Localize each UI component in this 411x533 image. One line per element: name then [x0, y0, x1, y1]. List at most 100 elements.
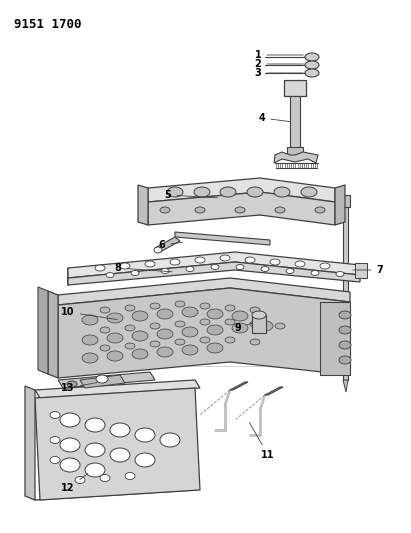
Ellipse shape: [175, 339, 185, 345]
Ellipse shape: [232, 323, 248, 333]
Ellipse shape: [250, 339, 260, 345]
Polygon shape: [155, 237, 180, 252]
Ellipse shape: [339, 311, 351, 319]
Ellipse shape: [339, 326, 351, 334]
Ellipse shape: [182, 345, 198, 355]
Ellipse shape: [85, 463, 105, 477]
Ellipse shape: [82, 315, 98, 325]
Ellipse shape: [257, 321, 273, 331]
Ellipse shape: [250, 321, 260, 327]
Ellipse shape: [50, 411, 60, 418]
Ellipse shape: [75, 477, 85, 483]
Ellipse shape: [161, 269, 169, 273]
Ellipse shape: [225, 319, 235, 325]
Ellipse shape: [154, 247, 162, 253]
Ellipse shape: [132, 311, 148, 321]
Ellipse shape: [125, 305, 135, 311]
Ellipse shape: [170, 259, 180, 265]
Ellipse shape: [275, 207, 285, 213]
Bar: [290, 96, 300, 148]
Ellipse shape: [120, 263, 130, 269]
Ellipse shape: [336, 271, 344, 277]
Polygon shape: [48, 291, 58, 378]
Text: 8: 8: [115, 263, 172, 273]
Ellipse shape: [96, 375, 108, 383]
Ellipse shape: [100, 307, 110, 313]
Polygon shape: [80, 375, 125, 388]
Ellipse shape: [50, 437, 60, 443]
Bar: [284, 80, 306, 96]
Ellipse shape: [339, 341, 351, 349]
Ellipse shape: [186, 266, 194, 271]
Ellipse shape: [67, 381, 77, 387]
Ellipse shape: [207, 343, 223, 353]
Text: 3: 3: [255, 68, 303, 78]
Ellipse shape: [235, 207, 245, 213]
Ellipse shape: [195, 207, 205, 213]
Ellipse shape: [150, 341, 160, 347]
Ellipse shape: [225, 337, 235, 343]
Ellipse shape: [125, 472, 135, 480]
Ellipse shape: [194, 187, 210, 197]
Ellipse shape: [132, 349, 148, 359]
Ellipse shape: [252, 311, 266, 319]
Ellipse shape: [182, 327, 198, 337]
Ellipse shape: [150, 303, 160, 309]
Ellipse shape: [182, 307, 198, 317]
Bar: [341, 195, 350, 207]
Ellipse shape: [175, 321, 185, 327]
Ellipse shape: [60, 413, 80, 427]
Ellipse shape: [82, 353, 98, 363]
Ellipse shape: [270, 259, 280, 265]
Ellipse shape: [157, 329, 173, 339]
Ellipse shape: [107, 313, 123, 323]
Ellipse shape: [207, 309, 223, 319]
Ellipse shape: [85, 443, 105, 457]
Text: 9: 9: [235, 323, 252, 333]
Ellipse shape: [339, 356, 351, 364]
Polygon shape: [58, 372, 155, 388]
Ellipse shape: [60, 438, 80, 452]
Polygon shape: [148, 178, 335, 202]
Ellipse shape: [200, 303, 210, 309]
Ellipse shape: [225, 305, 235, 311]
Ellipse shape: [150, 323, 160, 329]
Text: 4: 4: [259, 113, 290, 123]
Ellipse shape: [301, 187, 317, 197]
Text: 2: 2: [255, 59, 303, 69]
Ellipse shape: [220, 187, 236, 197]
Ellipse shape: [125, 343, 135, 349]
Polygon shape: [148, 192, 335, 225]
Polygon shape: [25, 386, 35, 500]
Ellipse shape: [106, 272, 114, 278]
Ellipse shape: [261, 266, 269, 271]
Ellipse shape: [125, 325, 135, 331]
Bar: [287, 147, 303, 155]
Ellipse shape: [135, 428, 155, 442]
Polygon shape: [35, 380, 200, 398]
Ellipse shape: [107, 351, 123, 361]
Ellipse shape: [305, 53, 319, 61]
Text: 13: 13: [61, 383, 97, 393]
Polygon shape: [38, 287, 48, 374]
Polygon shape: [274, 152, 318, 163]
Ellipse shape: [160, 433, 180, 447]
Ellipse shape: [157, 309, 173, 319]
Ellipse shape: [100, 345, 110, 351]
Ellipse shape: [305, 61, 319, 69]
Text: 1: 1: [255, 50, 303, 60]
Ellipse shape: [100, 327, 110, 333]
Polygon shape: [265, 387, 283, 395]
Text: 7: 7: [353, 265, 383, 275]
Ellipse shape: [211, 264, 219, 270]
Ellipse shape: [320, 263, 330, 269]
Text: 11: 11: [249, 423, 275, 460]
Ellipse shape: [220, 255, 230, 261]
Bar: [355, 263, 367, 278]
Polygon shape: [138, 185, 148, 225]
Ellipse shape: [286, 269, 294, 273]
Ellipse shape: [315, 207, 325, 213]
Text: 6: 6: [159, 240, 182, 250]
Text: 12: 12: [61, 474, 88, 493]
Polygon shape: [68, 262, 360, 285]
